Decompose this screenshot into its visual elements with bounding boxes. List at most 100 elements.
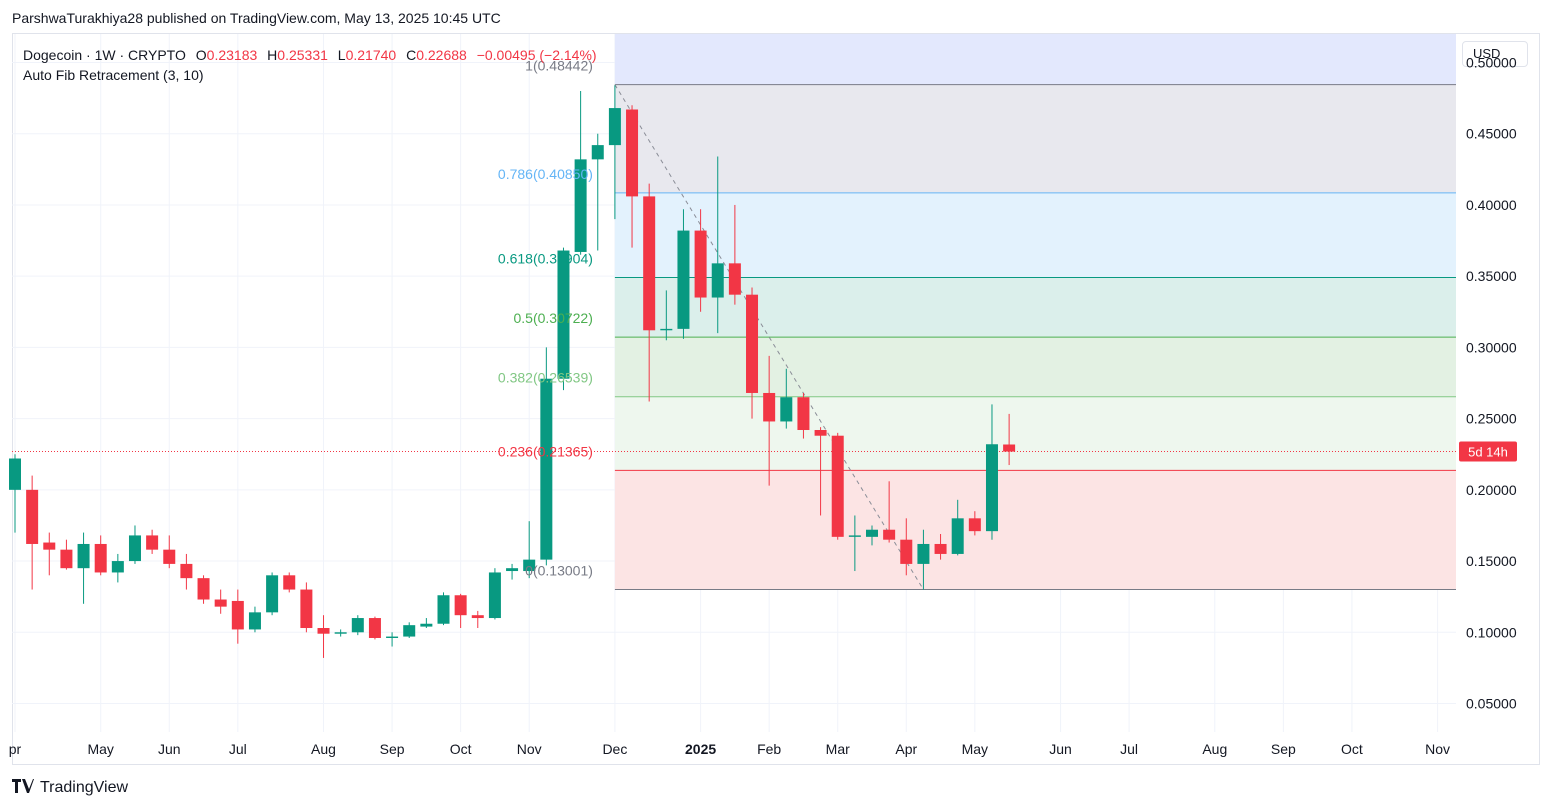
fib-zone <box>614 277 1456 338</box>
candle[interactable] <box>574 90 587 255</box>
candle[interactable] <box>351 615 364 636</box>
candle[interactable] <box>248 606 261 633</box>
price-tick-label: 0.15000 <box>1466 553 1517 569</box>
time-tick-label: Dec <box>602 741 627 757</box>
candle[interactable] <box>43 532 56 576</box>
candle[interactable] <box>917 529 930 590</box>
fib-level-label: 1(0.48442) <box>525 58 593 74</box>
tradingview-logo-icon <box>12 777 34 798</box>
candle[interactable] <box>883 481 896 543</box>
candle[interactable] <box>831 432 844 540</box>
candle-body <box>626 109 639 197</box>
candle[interactable] <box>146 529 159 554</box>
candle[interactable] <box>9 454 21 533</box>
candle[interactable] <box>900 518 913 576</box>
candle-body <box>934 543 947 554</box>
time-tick-label: May <box>962 741 988 757</box>
candle[interactable] <box>197 575 210 604</box>
high-value: 0.25331 <box>277 47 328 63</box>
time-tick-label: Jun <box>158 741 181 757</box>
candle[interactable] <box>985 404 998 540</box>
candle[interactable] <box>420 618 433 629</box>
candle[interactable] <box>128 525 141 564</box>
candle-body <box>386 636 399 638</box>
candle[interactable] <box>506 563 519 580</box>
candle-body <box>814 430 827 436</box>
candle[interactable] <box>866 525 878 546</box>
candle-body <box>728 263 741 295</box>
currency-selector[interactable]: USD <box>1462 41 1528 67</box>
candle[interactable] <box>763 355 776 486</box>
candle[interactable] <box>317 615 330 658</box>
price-tick-label: 0.35000 <box>1466 268 1517 284</box>
candle[interactable] <box>111 553 124 583</box>
time-tick-label: Feb <box>757 741 781 757</box>
symbol-title[interactable]: Dogecoin · 1W · CRYPTO <box>23 47 186 63</box>
candle[interactable] <box>1003 413 1016 466</box>
price-tick-label: 0.40000 <box>1466 197 1517 213</box>
candle-body <box>677 230 690 329</box>
fib-zone-top <box>614 34 1456 85</box>
candle[interactable] <box>60 539 73 570</box>
fib-level-label: 0.236(0.21365) <box>498 443 593 459</box>
candle[interactable] <box>523 521 536 579</box>
candle[interactable] <box>26 475 39 590</box>
candle[interactable] <box>728 204 741 305</box>
candle[interactable] <box>626 105 639 248</box>
candle[interactable] <box>180 553 193 590</box>
fib-level-label: 0(0.13001) <box>525 563 593 579</box>
candle[interactable] <box>797 392 810 439</box>
candle[interactable] <box>488 568 501 620</box>
candle[interactable] <box>403 622 416 638</box>
candle[interactable] <box>214 589 227 614</box>
candle[interactable] <box>454 593 467 629</box>
chart-frame[interactable] <box>12 33 1540 765</box>
indicator-row[interactable]: Auto Fib Retracement (3, 10) <box>23 67 204 83</box>
candle[interactable] <box>746 287 759 419</box>
candle-body <box>883 529 896 540</box>
candle[interactable] <box>77 532 90 604</box>
candle[interactable] <box>968 511 981 536</box>
candle[interactable] <box>677 209 690 339</box>
candle[interactable] <box>231 589 244 644</box>
candle-body <box>437 595 450 624</box>
candle-body <box>951 518 964 554</box>
candle[interactable] <box>814 427 827 516</box>
candle[interactable] <box>283 572 296 593</box>
candle[interactable] <box>386 632 399 647</box>
candle[interactable] <box>94 535 107 576</box>
time-tick-label: Jun <box>1049 741 1072 757</box>
candle[interactable] <box>694 209 707 312</box>
candle[interactable] <box>163 535 176 569</box>
candle-body <box>1003 444 1016 452</box>
candle[interactable] <box>660 290 673 341</box>
price-axis[interactable]: 0.50000 0.45000 0.40000 0.35000 0.30000 0.250… <box>1466 54 1517 711</box>
candle[interactable] <box>711 156 724 334</box>
price-tick-label: 0.25000 <box>1466 411 1517 427</box>
candle-body <box>540 378 553 560</box>
candle-body <box>831 435 844 537</box>
candle[interactable] <box>608 85 621 220</box>
candle[interactable] <box>437 592 450 626</box>
candle[interactable] <box>266 572 279 616</box>
candle[interactable] <box>300 582 313 633</box>
candle[interactable] <box>780 368 793 429</box>
candle[interactable] <box>848 515 861 572</box>
candle[interactable] <box>557 247 570 391</box>
candle-body <box>694 230 707 298</box>
candle[interactable] <box>368 616 381 640</box>
candle-body <box>968 518 981 532</box>
price-tick-label: 0.50000 <box>1466 54 1517 70</box>
candle[interactable] <box>591 133 604 251</box>
candle[interactable] <box>951 499 964 556</box>
candle[interactable] <box>643 183 656 402</box>
candle-body <box>9 458 21 490</box>
candle[interactable] <box>334 629 347 637</box>
fib-trend-line[interactable] <box>614 84 924 590</box>
time-tick-label: Apr <box>895 741 917 757</box>
candle[interactable] <box>934 533 947 560</box>
candle[interactable] <box>540 347 553 566</box>
time-axis[interactable]: pr May Jun Jul Aug Sep Oct Nov Dec 2025 Feb Mar Apr M… <box>9 741 1450 757</box>
candle[interactable] <box>471 610 484 629</box>
